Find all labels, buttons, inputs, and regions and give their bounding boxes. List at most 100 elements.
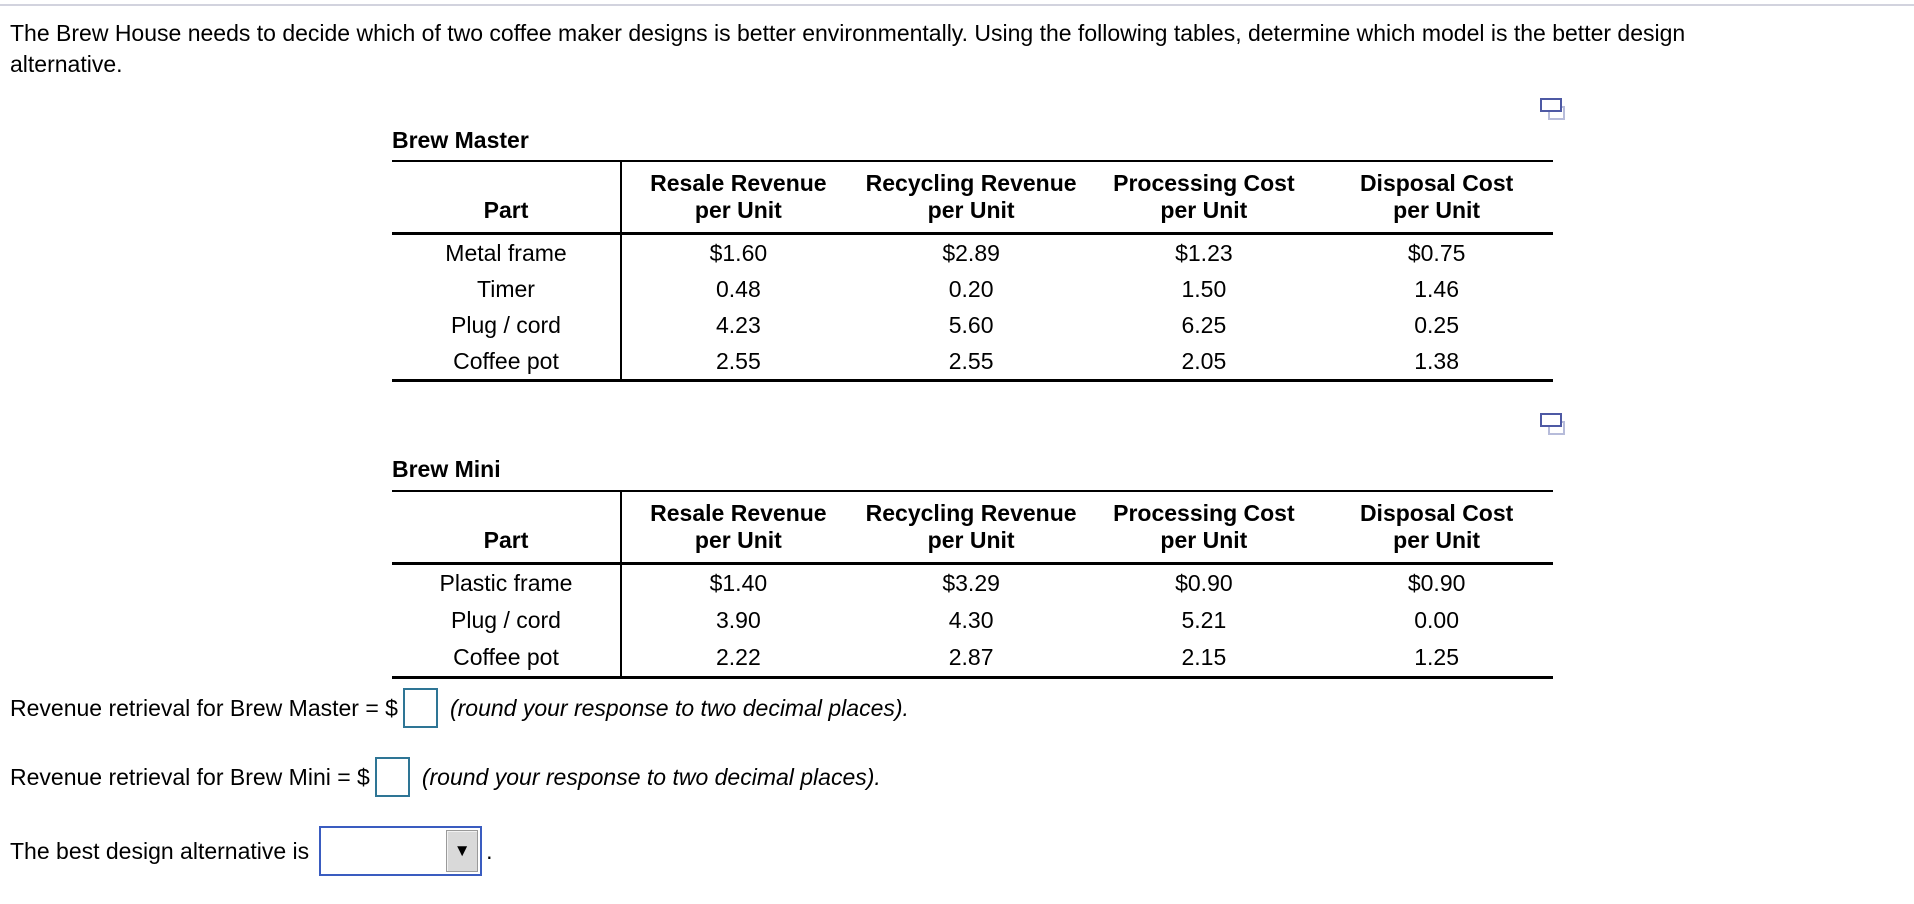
header-disposal-cost: Disposal Cost per Unit [1320,492,1553,562]
value-cell: 4.30 [948,607,994,633]
value-cell: $3.29 [942,570,1000,596]
brew-master-revenue-input[interactable] [402,688,438,728]
header-separator [392,232,1553,235]
select-dropdown-button[interactable]: ▼ [446,830,479,872]
value-cell: 4.23 [715,311,761,338]
brew-master-header-row: Part Resale Revenue per Unit Recycling R… [392,162,1553,232]
value-cell: 3.90 [715,607,761,633]
value-cell: 1.38 [1414,347,1459,374]
brew-master-table: Part Resale Revenue per Unit Recycling R… [392,160,1553,382]
header-line: Disposal Cost [1359,170,1514,196]
value-cell: $0.90 [1175,570,1233,596]
header-part: Part [392,492,622,562]
brew-master-answer-row: Revenue retrieval for Brew Master = $ (r… [10,686,909,730]
header-processing-cost: Processing Cost per Unit [1088,162,1321,232]
header-line: Disposal Cost [1359,500,1514,526]
header-part-label: Part [483,197,529,223]
header-line: per Unit [927,197,1015,223]
header-recycling-revenue: Recycling Revenue per Unit [855,162,1088,232]
sentence-period: . [486,837,493,864]
best-design-select[interactable]: ▼ [319,826,483,876]
part-cell: Plastic frame [392,565,622,602]
part-cell: Coffee pot [392,343,622,379]
header-resale-revenue: Resale Revenue per Unit [622,492,855,562]
header-disposal-cost: Disposal Cost per Unit [1320,162,1553,232]
value-cell: 1.46 [1414,275,1459,302]
header-separator [392,562,1553,565]
value-cell: 2.22 [715,644,761,670]
copy-icon[interactable] [1540,98,1568,124]
value-cell: 1.25 [1414,644,1459,670]
brew-mini-table: Part Resale Revenue per Unit Recycling R… [392,490,1553,679]
question-line-1: The Brew House needs to decide which of … [10,20,1686,46]
question-line-2: alternative. [10,51,123,77]
value-cell: 2.55 [715,347,761,374]
brew-mini-revenue-input[interactable] [374,757,410,797]
question-text: The Brew House needs to decide which of … [10,18,1910,80]
header-resale-revenue: Resale Revenue per Unit [622,162,855,232]
value-cell: 2.15 [1181,644,1227,670]
brew-master-title: Brew Master [392,127,529,153]
part-cell: Timer [392,271,622,307]
value-cell: 5.60 [948,311,994,338]
brew-mini-answer-row: Revenue retrieval for Brew Mini = $ (rou… [10,755,881,799]
brew-mini-title: Brew Mini [392,456,501,482]
table-row: Plug / cord 3.90 4.30 5.21 0.00 [392,602,1553,639]
header-line: per Unit [1160,197,1248,223]
header-line: per Unit [694,197,782,223]
header-part: Part [392,162,622,232]
copy-icon-front-rect [1540,98,1562,112]
value-cell: 0.20 [948,275,994,302]
value-cell: $1.23 [1175,239,1233,266]
table-row: Coffee pot 2.55 2.55 2.05 1.38 [392,343,1553,379]
table-row: Timer 0.48 0.20 1.50 1.46 [392,271,1553,307]
brew-master-answer-label: Revenue retrieval for Brew Master = $ [10,694,398,721]
value-cell: $1.60 [709,239,768,266]
table-row: Plug / cord 4.23 5.60 6.25 0.25 [392,307,1553,343]
caret-down-icon: ▼ [453,841,471,860]
header-line: Processing Cost [1113,500,1295,526]
copy-icon[interactable] [1540,413,1568,439]
value-cell: 2.05 [1181,347,1227,374]
header-line: per Unit [927,527,1015,553]
value-cell: 0.48 [715,275,761,302]
header-line: Processing Cost [1113,170,1295,196]
header-line: per Unit [1393,527,1481,553]
part-cell: Metal frame [392,235,622,271]
header-line: per Unit [694,527,782,553]
header-recycling-revenue: Recycling Revenue per Unit [855,492,1088,562]
header-line: Recycling Revenue [865,170,1077,196]
best-design-label: The best design alternative is [10,837,310,864]
value-cell: 1.50 [1181,275,1227,302]
table-row: Metal frame $1.60 $2.89 $1.23 $0.75 [392,235,1553,271]
rounding-note: (round your response to two decimal plac… [421,763,881,790]
value-cell: 5.21 [1181,607,1227,633]
value-cell: 0.25 [1414,311,1459,338]
header-line: Resale Revenue [650,500,827,526]
header-line: Recycling Revenue [865,500,1077,526]
brew-mini-header-row: Part Resale Revenue per Unit Recycling R… [392,492,1553,562]
header-line: Resale Revenue [650,170,827,196]
brew-mini-answer-label: Revenue retrieval for Brew Mini = $ [10,763,370,790]
value-cell: $1.40 [709,570,768,596]
best-design-answer-row: The best design alternative is ▼ . [10,824,493,878]
part-cell: Plug / cord [392,602,622,639]
header-line: per Unit [1160,527,1248,553]
header-part-label: Part [483,527,529,553]
value-cell: 6.25 [1181,311,1227,338]
table-row: Plastic frame $1.40 $3.29 $0.90 $0.90 [392,565,1553,602]
part-cell: Coffee pot [392,639,622,676]
rounding-note: (round your response to two decimal plac… [449,694,909,721]
header-processing-cost: Processing Cost per Unit [1088,492,1321,562]
value-cell: 2.87 [948,644,994,670]
value-cell: $0.90 [1407,570,1466,596]
value-cell: $0.75 [1407,239,1466,266]
top-divider [0,4,1914,6]
table-row: Coffee pot 2.22 2.87 2.15 1.25 [392,639,1553,676]
value-cell: $2.89 [942,239,1000,266]
part-cell: Plug / cord [392,307,622,343]
value-cell: 2.55 [948,347,994,374]
value-cell: 0.00 [1414,607,1459,633]
header-line: per Unit [1393,197,1481,223]
copy-icon-front-rect [1540,413,1562,427]
